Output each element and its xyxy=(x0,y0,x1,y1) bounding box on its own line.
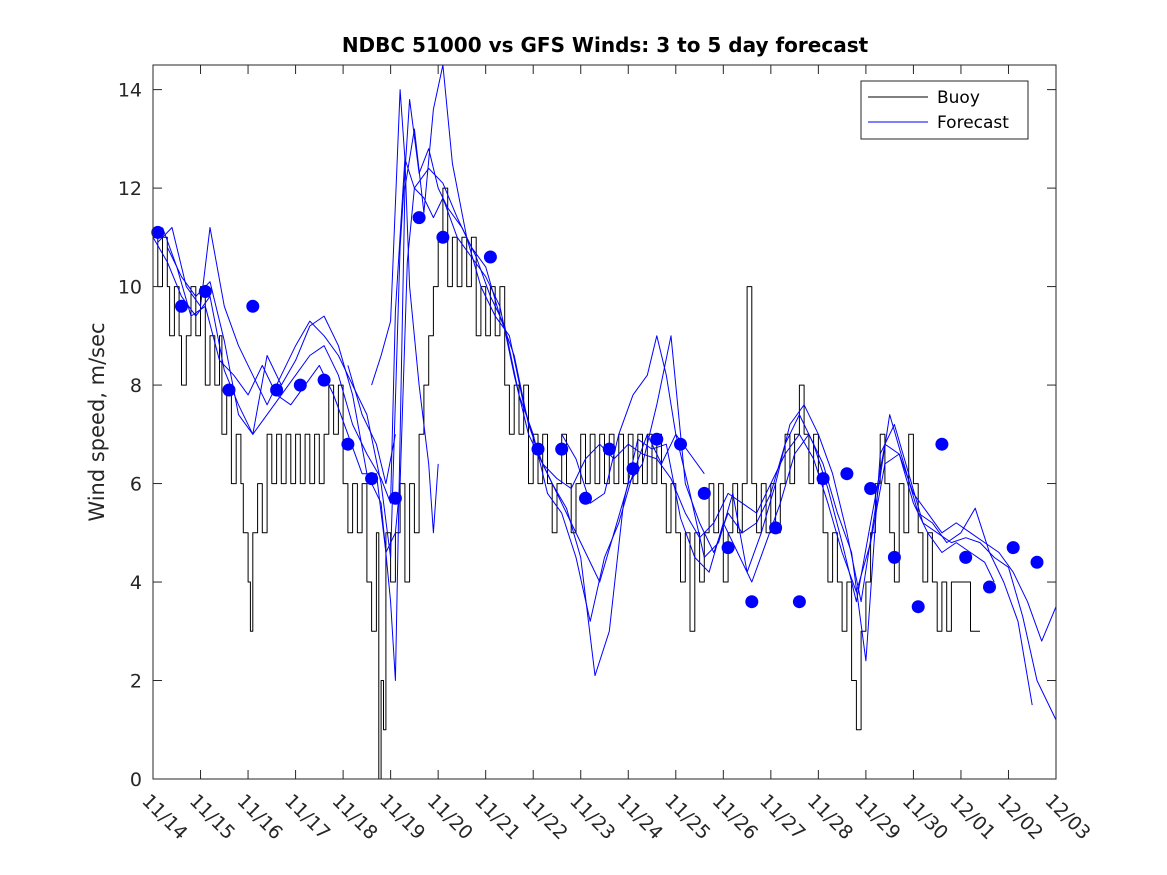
forecast-point-1 xyxy=(175,299,188,313)
forecast-point-28 xyxy=(864,482,878,495)
forecast-point-9 xyxy=(365,472,379,486)
forecast-point-14 xyxy=(531,442,545,456)
series-buoy xyxy=(153,187,980,780)
marker-layer xyxy=(151,211,1044,614)
y-tick-label-12: 12 xyxy=(118,178,142,200)
forecast-point-26 xyxy=(816,472,830,486)
forecast-point-20 xyxy=(674,437,687,451)
series-layer xyxy=(152,64,1057,780)
x-tick-label-19: 12/03 xyxy=(1040,790,1094,844)
forecast-point-19 xyxy=(650,432,664,446)
forecast-point-11 xyxy=(412,211,426,225)
forecast-point-34 xyxy=(1006,541,1020,555)
forecast-point-13 xyxy=(483,250,497,264)
forecast-point-4 xyxy=(246,299,260,313)
x-tick-label-14: 11/28 xyxy=(803,790,857,844)
y-tick-label-8: 8 xyxy=(130,375,142,397)
legend: Buoy Forecast xyxy=(860,80,1029,140)
legend-label-forecast: Forecast xyxy=(937,113,1009,133)
y-tick-label-4: 4 xyxy=(130,572,142,594)
forecast-point-16 xyxy=(579,491,592,505)
y-tick-label-2: 2 xyxy=(130,671,142,693)
series-forecast-run-c xyxy=(166,64,1057,721)
forecast-point-0 xyxy=(151,225,165,239)
forecast-point-33 xyxy=(983,580,996,594)
plot-area xyxy=(153,65,1056,779)
forecast-point-32 xyxy=(959,550,973,564)
y-axis: 0 2 4 6 8 10 12 14 xyxy=(118,80,1056,791)
series-forecast-run-g xyxy=(347,365,396,485)
forecast-point-25 xyxy=(792,595,806,609)
x-tick-label-13: 11/27 xyxy=(755,790,809,844)
x-tick-label-1: 11/15 xyxy=(185,790,239,844)
forecast-point-18 xyxy=(626,462,640,476)
y-tick-label-14: 14 xyxy=(118,80,142,102)
x-tick-label-11: 11/25 xyxy=(660,790,714,844)
y-axis-label: Wind speed, m/sec xyxy=(85,322,109,521)
x-tick-label-10: 11/24 xyxy=(613,790,667,844)
forecast-point-24 xyxy=(769,521,783,535)
forecast-point-15 xyxy=(555,442,569,456)
forecast-point-29 xyxy=(887,550,901,564)
x-tick-label-7: 11/21 xyxy=(470,790,524,844)
x-tick-label-15: 11/29 xyxy=(850,790,904,844)
x-tick-label-4: 11/18 xyxy=(328,790,382,844)
forecast-point-23 xyxy=(745,595,759,609)
chart-title: NDBC 51000 vs GFS Winds: 3 to 5 day fore… xyxy=(342,33,869,57)
forecast-point-17 xyxy=(602,442,616,456)
legend-label-buoy: Buoy xyxy=(937,88,980,108)
x-tick-label-2: 11/16 xyxy=(233,790,287,844)
series-forecast-run-d xyxy=(162,167,1057,642)
series-forecast-run-e xyxy=(371,89,439,534)
y-tick-label-0: 0 xyxy=(130,769,142,791)
forecast-point-35 xyxy=(1030,555,1044,569)
plot-frame xyxy=(152,64,1057,780)
forecast-point-10 xyxy=(388,491,402,505)
x-tick-label-16: 11/30 xyxy=(898,790,952,844)
y-tick-label-6: 6 xyxy=(130,474,142,496)
x-tick-label-3: 11/17 xyxy=(280,790,334,844)
x-tick-label-6: 11/20 xyxy=(423,790,477,844)
x-tick-label-0: 11/14 xyxy=(137,790,191,844)
legend-box xyxy=(860,80,1029,140)
x-tick-label-12: 11/26 xyxy=(708,790,762,844)
forecast-point-5 xyxy=(270,383,284,397)
x-tick-label-18: 12/02 xyxy=(993,790,1047,844)
x-tick-label-8: 11/22 xyxy=(518,790,572,844)
forecast-point-22 xyxy=(721,541,735,555)
x-tick-label-17: 12/01 xyxy=(945,790,999,844)
forecast-point-7 xyxy=(317,373,331,387)
series-forecast-run-a xyxy=(152,158,995,593)
x-tick-label-9: 11/23 xyxy=(565,790,619,844)
forecast-point-27 xyxy=(840,467,854,481)
forecast-point-21 xyxy=(697,486,711,500)
y-tick-label-10: 10 xyxy=(118,277,142,299)
forecast-point-6 xyxy=(293,378,307,392)
forecast-point-12 xyxy=(436,230,450,244)
forecast-point-31 xyxy=(935,437,949,451)
forecast-point-3 xyxy=(222,383,236,397)
forecast-point-30 xyxy=(911,600,925,614)
series-forecast-run-b xyxy=(157,99,1033,706)
forecast-point-2 xyxy=(198,285,212,298)
x-tick-label-5: 11/19 xyxy=(375,790,429,844)
forecast-point-8 xyxy=(341,437,355,451)
